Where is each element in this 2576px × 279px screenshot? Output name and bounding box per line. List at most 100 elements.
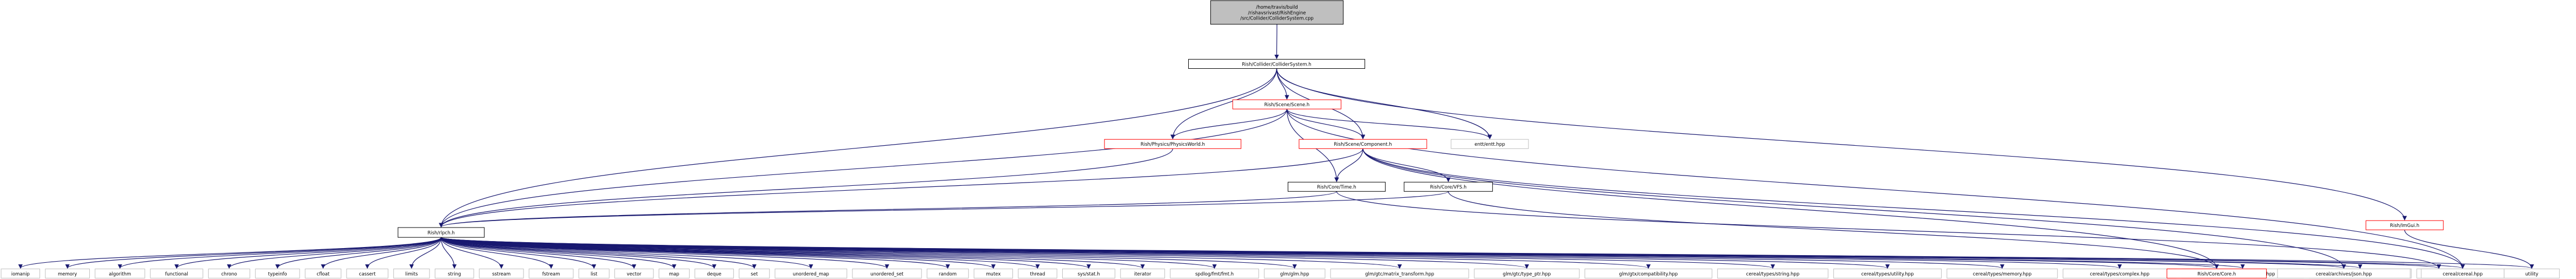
edge-rlpch-to-limits bbox=[409, 237, 442, 269]
node-spdlog-box bbox=[1170, 268, 1259, 278]
node-colsys[interactable]: Rish/Collider/ColliderSystem.h bbox=[1188, 59, 1366, 69]
node-rishcore[interactable]: Rish/Core/Core.h bbox=[2167, 268, 2267, 278]
node-physworld-box bbox=[1104, 139, 1242, 149]
node-physworld[interactable]: Rish/Physics/PhysicsWorld.h bbox=[1104, 139, 1242, 149]
node-algorithm-label-0: algorithm bbox=[109, 271, 131, 277]
node-memory: memory bbox=[45, 268, 90, 278]
node-set: set bbox=[739, 268, 770, 278]
edge-rlpch-to-glmcompat bbox=[441, 237, 1651, 269]
edge-vfs-to-rishcore bbox=[1448, 191, 2219, 269]
node-scenecomp-label-0: Rish/Scene/Component.h bbox=[1334, 142, 1392, 147]
edge-rlpch-to-chrono bbox=[227, 237, 442, 269]
node-algorithm-box bbox=[95, 268, 145, 278]
edge-time-to-rlpch bbox=[439, 191, 1337, 228]
node-chrono: chrono bbox=[208, 268, 250, 278]
node-umap-box bbox=[774, 268, 847, 278]
node-sstream-box bbox=[479, 268, 524, 278]
edge-scene-to-scenecomp bbox=[1286, 109, 1366, 140]
node-sysstat: sys/stat.h bbox=[1062, 268, 1116, 278]
node-scene-box bbox=[1232, 99, 1342, 109]
edge-rlpch-to-string bbox=[441, 237, 457, 269]
node-glmptr-label-0: glm/gtc/type_ptr.hpp bbox=[1503, 271, 1551, 277]
node-functional-box bbox=[150, 268, 203, 278]
node-mutex-box bbox=[974, 268, 1013, 278]
node-string: string bbox=[434, 268, 474, 278]
edge-physworld-to-rlpch bbox=[439, 148, 1173, 228]
node-glmptr: glm/gtc/type_ptr.hpp bbox=[1474, 268, 1580, 278]
node-vector: vector bbox=[614, 268, 654, 278]
node-glmcompat-label-0: glm/gtx/compatibility.hpp bbox=[1619, 271, 1678, 277]
node-entt: entt/entt.hpp bbox=[1451, 139, 1529, 149]
node-utility-label-0: utility bbox=[2525, 271, 2538, 277]
node-imgui-label-0: Rish/ImGui.h bbox=[2390, 223, 2419, 229]
node-glm-label-0: glm/glm.hpp bbox=[1280, 271, 1309, 277]
edge-rlpch-to-fstream bbox=[441, 237, 554, 269]
node-glm: glm/glm.hpp bbox=[1264, 268, 1326, 278]
edge-rlpch-to-iomanip bbox=[18, 237, 442, 269]
edge-scenecomp-to-vfs bbox=[1362, 148, 1451, 183]
edge-rlpch-to-cmem bbox=[441, 237, 2004, 269]
edge-rlpch-to-algorithm bbox=[117, 237, 442, 269]
node-vector-box bbox=[614, 268, 654, 278]
node-iomanip: iomanip bbox=[1, 268, 41, 278]
node-typeinfo-box bbox=[255, 268, 300, 278]
node-glmcompat-box bbox=[1584, 268, 1712, 278]
edge-rlpch-to-list bbox=[441, 237, 597, 269]
edge-vfs-to-rlpch bbox=[439, 191, 1449, 228]
node-deque-box bbox=[694, 268, 734, 278]
node-rishcore-box bbox=[2167, 268, 2267, 278]
node-uset: unordered_set bbox=[852, 268, 922, 278]
node-iterator-label-0: iterator bbox=[1134, 271, 1151, 277]
node-cassert: cassert bbox=[346, 268, 389, 278]
node-limits: limits bbox=[393, 268, 430, 278]
node-iomanip-label-0: iomanip bbox=[11, 271, 30, 277]
node-rlpch[interactable]: Rish/rlpch.h bbox=[398, 227, 485, 238]
node-mutex-label-0: mutex bbox=[986, 271, 1001, 277]
node-glmmat-label-0: glm/gtc/matrix_transform.hpp bbox=[1365, 271, 1434, 277]
node-typeinfo-label-0: typeinfo bbox=[268, 271, 287, 277]
node-spdlog-label-0: spdlog/fmt/fmt.h bbox=[1195, 271, 1234, 277]
edge-rlpch-to-umap bbox=[441, 237, 813, 269]
node-random-label-0: random bbox=[939, 271, 957, 277]
node-time[interactable]: Rish/Core/Time.h bbox=[1288, 181, 1386, 192]
node-functional: functional bbox=[150, 268, 203, 278]
node-cassert-box bbox=[346, 268, 389, 278]
node-deque: deque bbox=[694, 268, 734, 278]
node-vfs[interactable]: Rish/Core/VFS.h bbox=[1403, 181, 1493, 192]
node-cjson: cereal/archives/json.hpp bbox=[2277, 268, 2411, 278]
node-random: random bbox=[926, 268, 969, 278]
node-limits-label-0: limits bbox=[405, 271, 418, 277]
edge-scenecomp-to-rishcore bbox=[1362, 148, 2219, 269]
node-cstr-box bbox=[1717, 268, 1829, 278]
node-vfs-label-0: Rish/Core/VFS.h bbox=[1430, 185, 1467, 190]
node-entt-label-0: entt/entt.hpp bbox=[1474, 142, 1505, 147]
node-cutil-box bbox=[1833, 268, 1942, 278]
edge-rlpch-to-iostream bbox=[441, 237, 2441, 269]
node-glmptr-box bbox=[1474, 268, 1580, 278]
node-time-label-0: Rish/Core/Time.h bbox=[1317, 185, 1356, 190]
node-limits-box bbox=[393, 268, 430, 278]
node-ccomplex-label-0: cereal/types/complex.hpp bbox=[2090, 271, 2149, 277]
edge-rlpch-to-glmmat bbox=[441, 237, 1402, 269]
node-root[interactable]: /home/travis/build/rishavsrivast/RishEng… bbox=[1210, 0, 1344, 25]
node-map: map bbox=[658, 268, 690, 278]
edge-rlpch-to-vector bbox=[441, 237, 637, 269]
node-iterator-box bbox=[1120, 268, 1166, 278]
node-scenecomp[interactable]: Rish/Scene/Component.h bbox=[1299, 139, 1427, 149]
edge-scenecomp-to-cjson bbox=[1362, 148, 2346, 269]
node-rlpch-label-0: Rish/rlpch.h bbox=[427, 230, 454, 236]
edge-rlpch-to-sstream bbox=[441, 237, 504, 269]
node-scene[interactable]: Rish/Scene/Scene.h bbox=[1232, 99, 1342, 109]
node-colsys-box bbox=[1188, 59, 1366, 69]
node-spdlog: spdlog/fmt/fmt.h bbox=[1170, 268, 1259, 278]
node-entt-box bbox=[1451, 139, 1529, 149]
node-root-box bbox=[1210, 0, 1344, 25]
node-cutil: cereal/types/utility.hpp bbox=[1833, 268, 1942, 278]
node-cstr-label-0: cereal/types/string.hpp bbox=[1746, 271, 1799, 277]
edge-rlpch-to-deque bbox=[441, 237, 717, 269]
node-imgui[interactable]: Rish/ImGui.h bbox=[2366, 220, 2444, 230]
edge-scene-to-rlpch bbox=[439, 109, 1288, 228]
node-list-label-0: list bbox=[591, 271, 598, 277]
